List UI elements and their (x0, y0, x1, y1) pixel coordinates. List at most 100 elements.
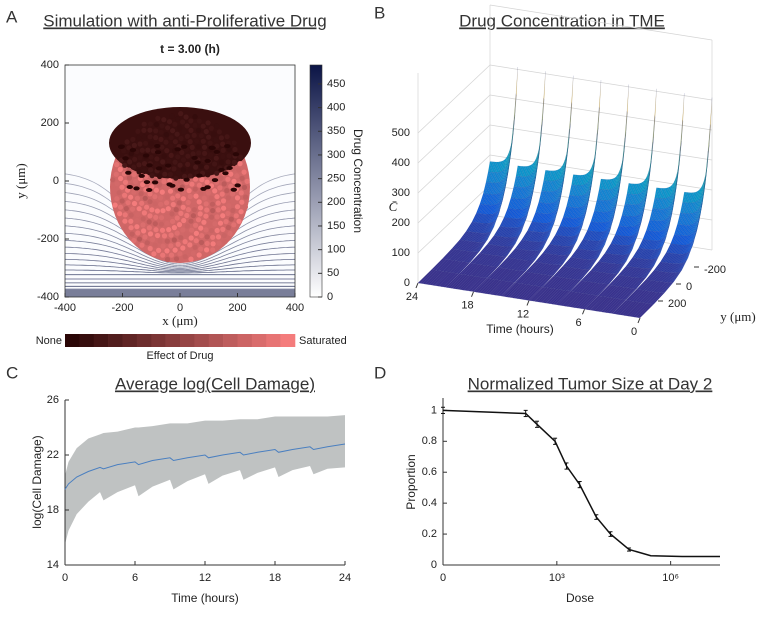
cell (147, 231, 154, 237)
cell (185, 207, 191, 213)
cell (131, 189, 137, 195)
cell (232, 152, 240, 157)
grid-line (417, 154, 491, 224)
cell (147, 127, 153, 133)
cell (192, 114, 198, 120)
cell (209, 214, 215, 220)
cell (234, 195, 241, 201)
cell (184, 133, 190, 139)
cell (184, 123, 190, 129)
cell (149, 237, 156, 243)
cell (127, 159, 133, 165)
z-tick-label: 300 (392, 187, 410, 199)
cell (157, 173, 163, 180)
cell (169, 211, 175, 217)
cell (174, 230, 180, 236)
cell (153, 162, 159, 168)
cell (148, 167, 154, 173)
cell (160, 208, 166, 214)
colorbar-label: Drug Concentration (351, 129, 365, 233)
cell (220, 153, 226, 160)
cell (141, 161, 148, 167)
cell (193, 230, 199, 236)
contour-line (65, 264, 295, 273)
cell (161, 153, 167, 159)
x-tick (415, 282, 419, 289)
effect-colorbar-step (251, 334, 267, 347)
cell (128, 212, 134, 218)
cell (114, 181, 120, 187)
cell (146, 219, 152, 225)
cell (178, 135, 184, 142)
z-tick-label: 500 (392, 127, 410, 139)
cell (175, 193, 181, 199)
cell (163, 139, 169, 145)
effect-colorbar-step (79, 334, 95, 347)
cell (183, 177, 190, 182)
cell (166, 227, 172, 233)
cell (212, 188, 218, 194)
cell (136, 206, 142, 212)
grid-line (417, 64, 491, 134)
cell (169, 113, 175, 119)
cell (141, 127, 147, 133)
cell (221, 233, 227, 239)
y-tick-label: -200 (37, 233, 59, 245)
cell (234, 183, 241, 188)
colorbar-tick-label: 350 (327, 125, 345, 137)
cell (188, 256, 194, 262)
cell (210, 247, 216, 253)
cell (139, 147, 145, 153)
colorbar-tick-label: 150 (327, 220, 345, 232)
cell (175, 154, 181, 160)
cell (182, 254, 188, 260)
cell (160, 252, 166, 258)
cell (164, 194, 170, 200)
cell (178, 235, 184, 241)
cell (148, 141, 154, 147)
cell (140, 216, 146, 222)
x-tick-label: 0 (440, 572, 446, 584)
cell (203, 227, 209, 233)
cell (131, 142, 137, 148)
y-tick-label: 200 (668, 298, 686, 310)
cell (119, 184, 125, 190)
cell (231, 140, 237, 146)
cell (201, 195, 207, 201)
cell (149, 184, 155, 190)
cell (232, 146, 238, 153)
contour-line (65, 246, 295, 269)
cell (164, 220, 170, 226)
cell (209, 167, 215, 173)
cell (142, 153, 150, 158)
cell (128, 225, 134, 231)
contour-line (65, 269, 295, 274)
cell (203, 128, 209, 135)
cell (204, 158, 211, 163)
colorbar (309, 64, 323, 298)
cell (197, 211, 203, 217)
cell (196, 252, 202, 258)
cell (137, 155, 143, 161)
cell (137, 141, 143, 147)
cell (189, 144, 195, 150)
cell (172, 121, 178, 127)
z-tick-label: 200 (392, 217, 410, 229)
cell (143, 180, 151, 185)
cell (177, 187, 185, 192)
x-tick-label: 10⁶ (662, 572, 679, 584)
cell (128, 218, 134, 224)
cell (176, 222, 183, 228)
cell (147, 213, 153, 219)
effect-colorbar-step (223, 334, 238, 347)
grid-line (417, 184, 491, 254)
cell (157, 195, 164, 201)
cell (230, 199, 236, 205)
cell (225, 195, 231, 201)
cell (132, 156, 138, 162)
cell (212, 161, 218, 167)
cell (173, 256, 180, 262)
cell (201, 144, 208, 150)
cell (166, 158, 172, 164)
cell (131, 171, 137, 178)
